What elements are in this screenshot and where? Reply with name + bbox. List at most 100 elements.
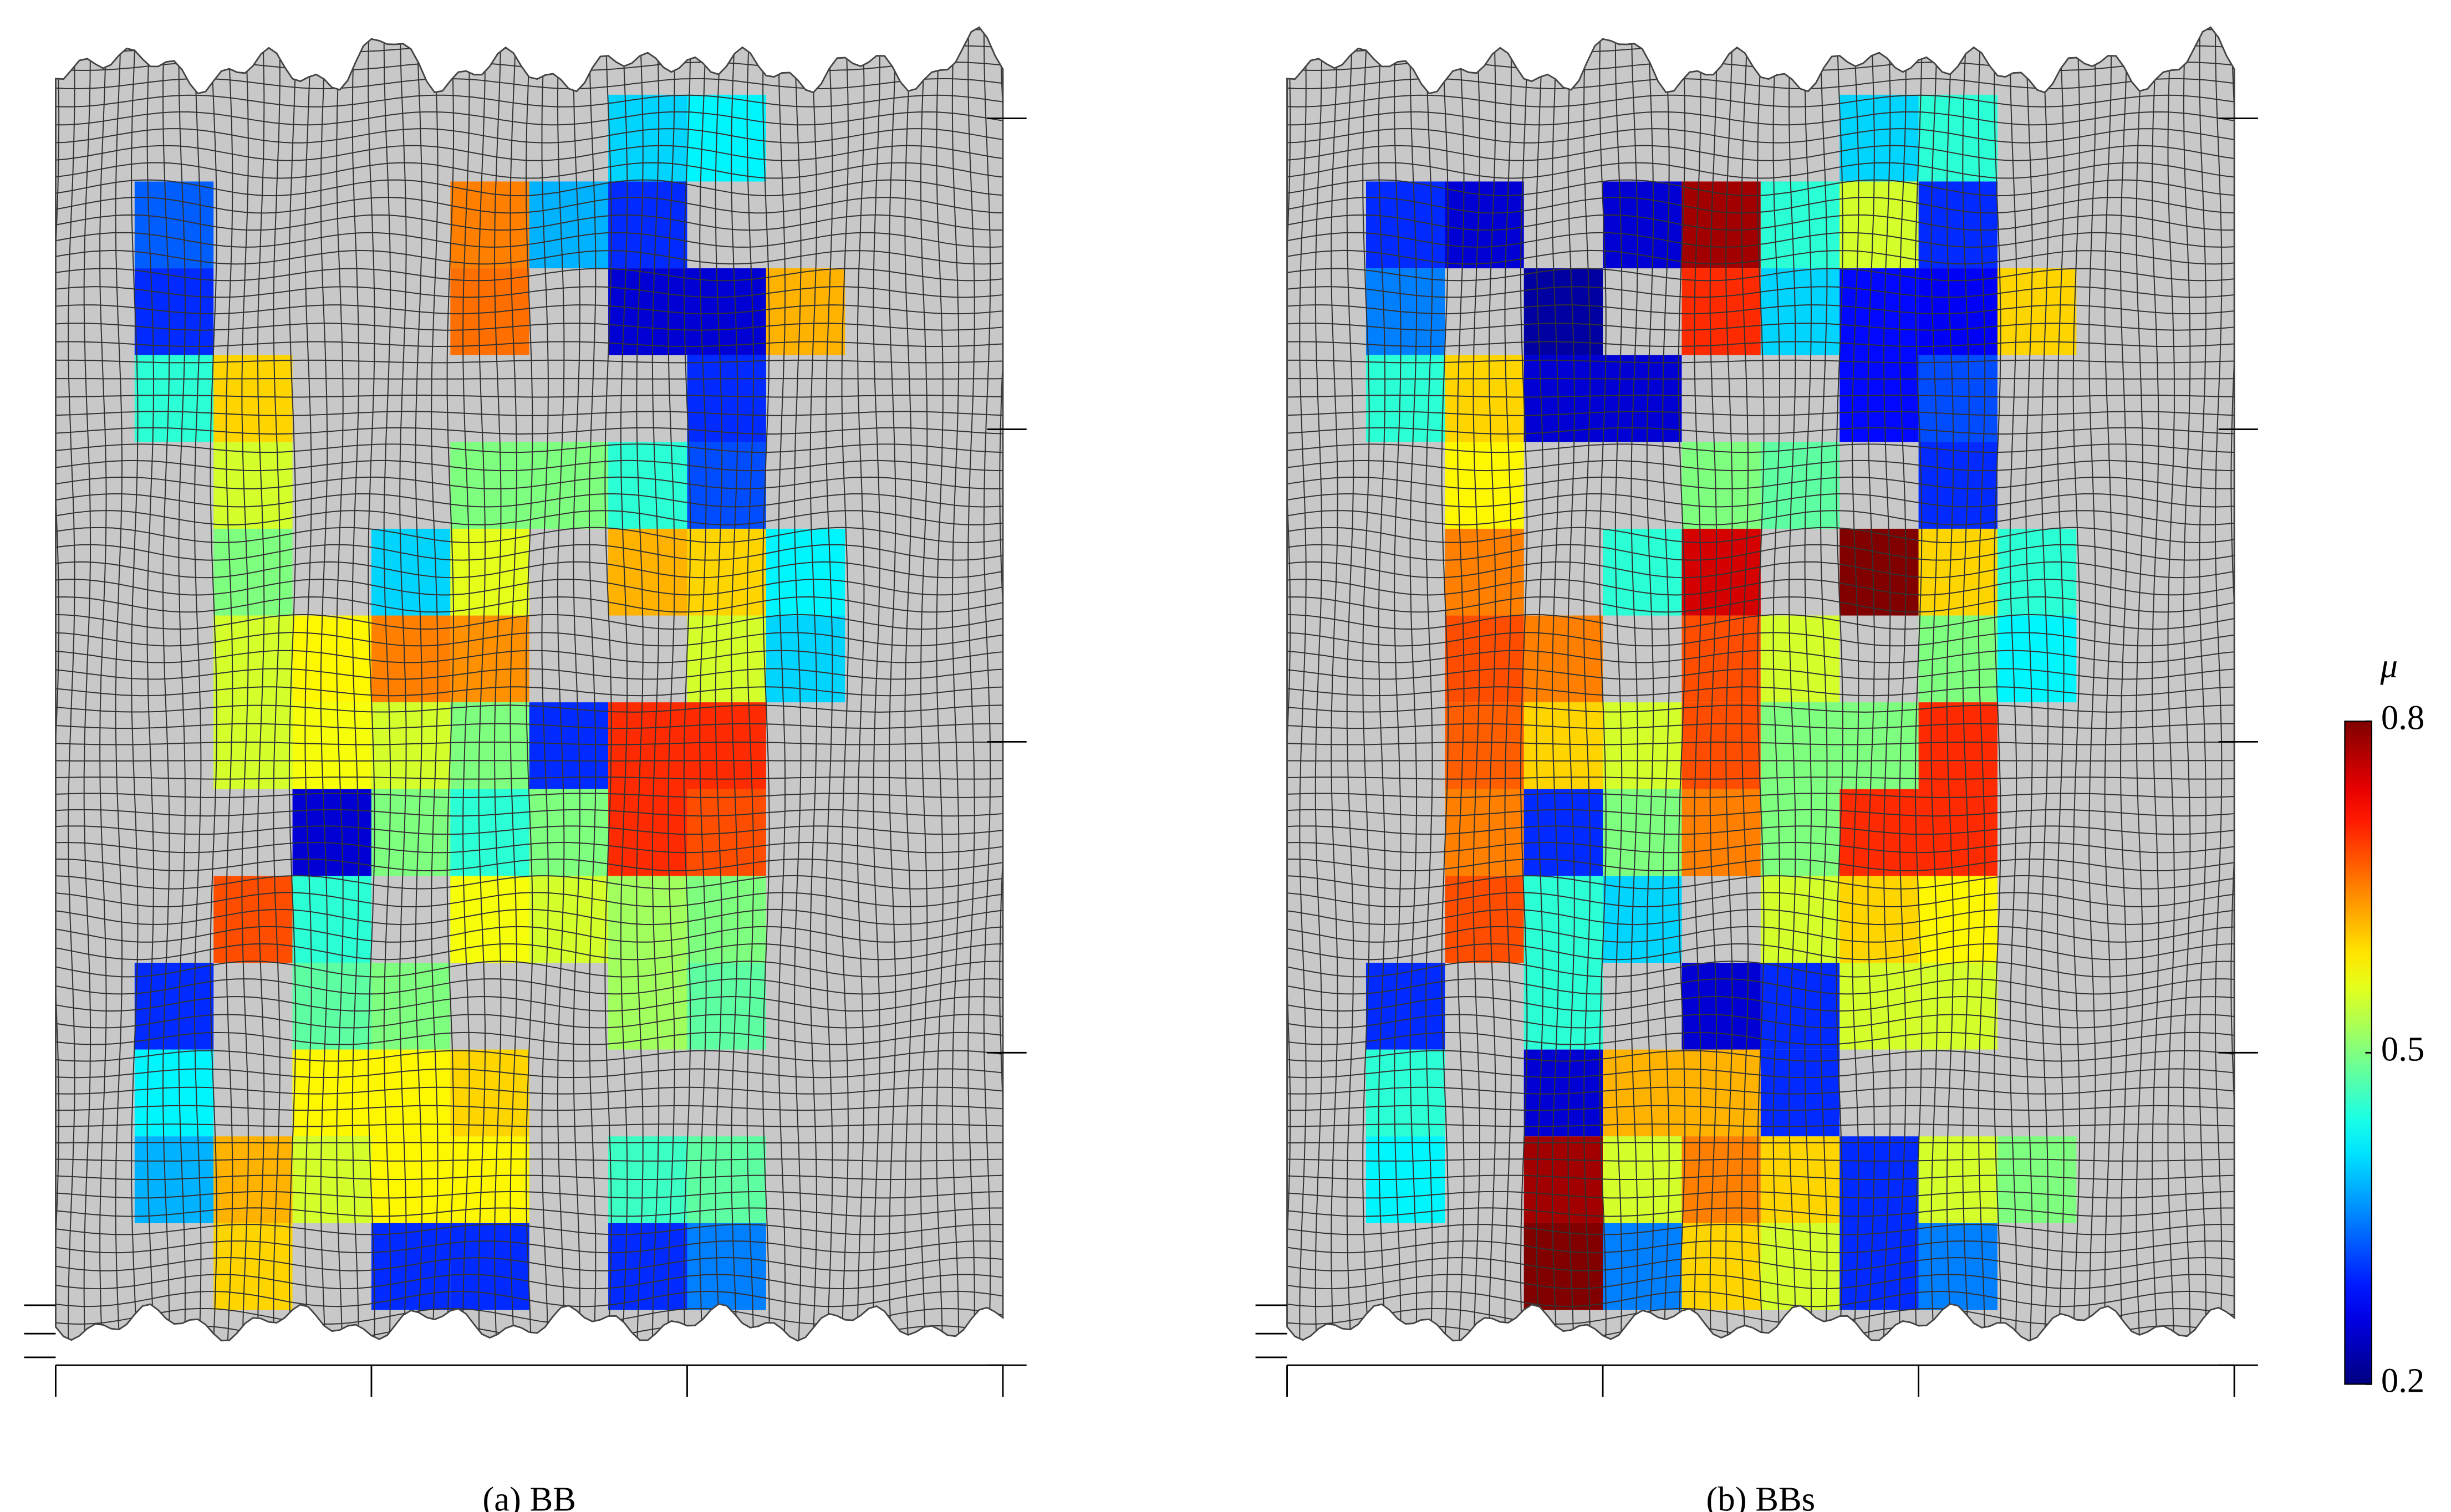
mesh-line xyxy=(1820,27,1828,1341)
mesh-line xyxy=(1287,527,2235,544)
heat-cell xyxy=(1681,702,1761,789)
heat-cell xyxy=(1918,702,1998,789)
mesh-line xyxy=(1287,614,2235,630)
mesh-line xyxy=(55,476,1003,489)
heat-cell xyxy=(1681,1049,1761,1137)
mesh-line xyxy=(1852,27,1859,1341)
mesh-line xyxy=(920,27,928,1341)
mesh-line xyxy=(967,27,975,1341)
surface-group xyxy=(55,27,1003,1341)
mesh-line xyxy=(1287,323,2235,331)
mesh-line xyxy=(478,27,486,1341)
mesh-line xyxy=(288,27,297,1341)
mesh-line xyxy=(2214,27,2223,1341)
mesh-line xyxy=(1287,232,2235,248)
mesh-line xyxy=(1331,27,1338,1341)
mesh-line xyxy=(1441,27,1449,1341)
mesh-line xyxy=(683,27,691,1341)
mesh-line xyxy=(1287,45,2235,53)
mesh-line xyxy=(55,760,1003,762)
mesh-line xyxy=(1662,27,1670,1341)
mesh-line xyxy=(55,162,1003,179)
mesh-line xyxy=(1630,27,1638,1341)
mesh-line xyxy=(55,875,1003,890)
mesh-line xyxy=(1287,561,2235,579)
heat-cell xyxy=(1681,615,1761,703)
mesh-line xyxy=(1287,668,2235,680)
mesh-line xyxy=(55,723,1003,729)
heat-cell xyxy=(608,181,687,269)
mesh-line xyxy=(1788,27,1796,1341)
mesh-line xyxy=(1978,27,1986,1341)
mesh-line xyxy=(1425,27,1433,1341)
mesh-line xyxy=(699,27,707,1341)
heat-cell xyxy=(450,181,529,269)
mesh-line xyxy=(857,27,865,1341)
heat-cell xyxy=(766,528,845,616)
mesh-line xyxy=(2088,27,2096,1341)
mesh-line xyxy=(1409,27,1418,1341)
colorbar-tick-label: 0.8 xyxy=(2381,698,2424,737)
heat-cell xyxy=(371,528,451,616)
heat-cell xyxy=(608,528,687,616)
mesh-line xyxy=(1287,875,2235,890)
heat-cell xyxy=(608,94,687,182)
mesh-line xyxy=(1725,27,1733,1341)
mesh-line xyxy=(2183,27,2191,1341)
mesh-line xyxy=(1287,704,2235,713)
heat-cell xyxy=(371,702,451,789)
mesh-line xyxy=(351,27,360,1341)
mesh-line xyxy=(55,686,1003,697)
mesh-line xyxy=(1287,596,2235,613)
mesh-line xyxy=(1287,214,2235,231)
mesh-line xyxy=(1287,1207,2235,1217)
mesh-line xyxy=(2199,27,2207,1341)
heat-cell xyxy=(1997,528,2077,616)
mesh-line xyxy=(55,561,1003,579)
mesh-line xyxy=(1287,760,2235,762)
heat-cell xyxy=(687,615,766,703)
mesh-line xyxy=(55,214,1003,231)
mesh-line xyxy=(55,232,1003,248)
surface-outline xyxy=(55,26,1004,1342)
heat-cell xyxy=(292,1136,371,1223)
heat-cell xyxy=(1365,355,1445,442)
mesh-line xyxy=(83,27,91,1341)
mesh-line xyxy=(904,27,912,1341)
caption: (b) BBs xyxy=(1706,1479,1816,1512)
heat-cell xyxy=(292,1049,371,1137)
mesh-line xyxy=(1472,27,1480,1341)
mesh-line xyxy=(55,704,1003,713)
mesh-line xyxy=(1287,858,2235,872)
heat-cell xyxy=(1918,355,1998,442)
mesh-line xyxy=(1287,443,2235,453)
heat-cell xyxy=(1445,442,1524,529)
mesh-line xyxy=(1287,1224,2235,1235)
heat-cell xyxy=(687,1223,766,1310)
mesh-line xyxy=(1287,196,2235,214)
mesh-line xyxy=(2041,27,2049,1341)
mesh-line xyxy=(1287,1158,2235,1162)
mesh-line xyxy=(746,27,755,1341)
mesh-line xyxy=(55,179,1003,197)
heat-cell xyxy=(1681,442,1761,529)
heat-cell xyxy=(450,615,529,703)
heat-cell xyxy=(1918,615,1998,703)
mesh-line xyxy=(115,27,123,1341)
mesh-line xyxy=(1489,27,1496,1341)
mesh-line xyxy=(1314,27,1323,1341)
mesh-line xyxy=(873,27,880,1341)
mesh-line xyxy=(1287,162,2235,179)
mesh-line xyxy=(55,411,1003,416)
mesh-line xyxy=(162,27,170,1341)
mesh-line xyxy=(509,27,517,1341)
mesh-line xyxy=(55,45,1003,53)
mesh-line xyxy=(2072,27,2081,1341)
mesh-line xyxy=(241,27,249,1341)
mesh-line xyxy=(1346,27,1354,1341)
heat-cell xyxy=(529,876,609,963)
mesh-line xyxy=(210,27,217,1341)
mesh-line xyxy=(1287,411,2235,416)
mesh-line xyxy=(1287,632,2235,647)
mesh-line xyxy=(55,1207,1003,1217)
